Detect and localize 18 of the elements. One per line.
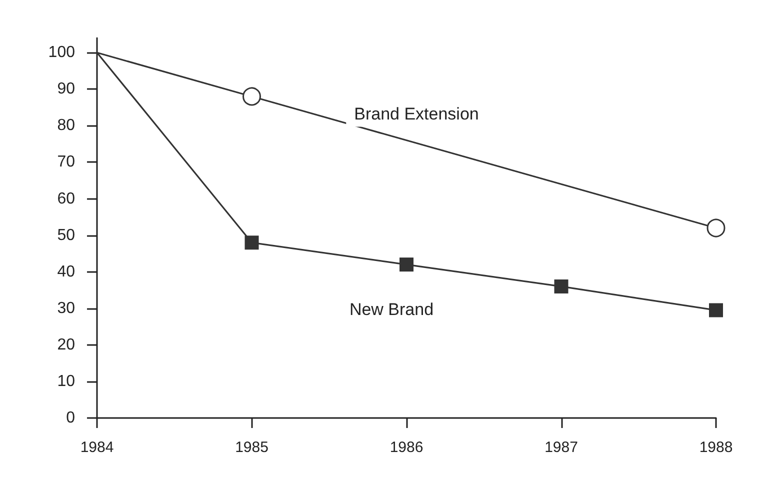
x-tick-label: 1985: [235, 439, 268, 456]
x-tick-label: 1986: [390, 439, 424, 456]
y-tick-label: 30: [57, 300, 76, 317]
y-tick-label: 100: [48, 44, 76, 62]
y-tick-label: 80: [57, 117, 76, 134]
x-tick-label: 1988: [699, 439, 733, 456]
series-label: Brand Extension: [354, 104, 479, 124]
x-tick-label: 1984: [80, 439, 114, 456]
y-tick-label: 40: [57, 263, 76, 280]
y-tick-label: 60: [57, 190, 76, 208]
x-tick-label: 1987: [544, 439, 578, 456]
y-tick-label: 70: [57, 154, 76, 171]
y-tick-label: 10: [57, 372, 76, 390]
y-tick-label: 50: [57, 226, 76, 244]
y-tick-label: 90: [57, 80, 76, 98]
y-tick-label: 20: [57, 336, 76, 354]
series-label: New Brand: [349, 300, 434, 320]
y-tick-label: 0: [66, 410, 76, 426]
